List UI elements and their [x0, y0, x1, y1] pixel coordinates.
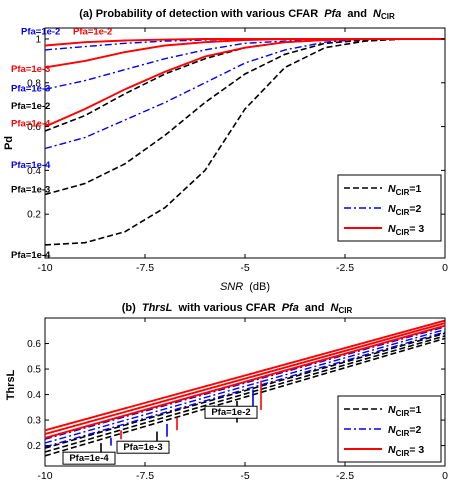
panel-a-series-line-8 [44, 38, 445, 47]
panel-a-annotation-1: Pfa=1e-2 [73, 27, 112, 38]
panel-a-ytick-label-3: 0.8 [27, 78, 41, 89]
panel-b-series-line-5 [44, 326, 446, 440]
panel-a-series-line-4 [44, 38, 445, 90]
panel-b-series-line-6 [44, 324, 446, 439]
panel-a-annotation-3: Pfa=1e-3 [11, 84, 50, 95]
panel-b-annotations: Pfa=1e-4 Pfa=1e-3 Pfa=1e-2 [62, 405, 258, 465]
panel-b-series-group [44, 319, 446, 457]
panel-a-annotation-4: Pfa=1e-2 [11, 101, 50, 112]
panel-b-legend-label-2: NCIR= 3 [388, 444, 424, 458]
panel-b: (b) ThrsL with various CFAR Pfa and NCIR… [5, 302, 448, 482]
panel-a-series-line-1 [44, 38, 445, 196]
panel-a-ytick-label-4: 1 [35, 34, 41, 45]
panel-b-xtick-label-0: -10 [37, 470, 52, 482]
panel-b-ticks: -10 -7.5 -5 -2.5 0 0.2 0.3 0.4 0.5 0.6 [27, 318, 448, 482]
panel-a-ylabel: Pd [3, 136, 15, 150]
panel-a-xtick-label-2: -5 [240, 262, 249, 274]
panel-b-annotation-0: Pfa=1e-4 [69, 453, 109, 464]
panel-a-ytick-label-0: 0.2 [27, 210, 41, 221]
panel-b-title-label: (b) [122, 302, 136, 314]
panel-a-annotation-2: Pfa=1e-3 [11, 64, 50, 75]
panel-b-xtick-label-1: -7.5 [136, 470, 154, 482]
panel-b-annotation-1: Pfa=1e-3 [123, 442, 162, 453]
panel-a-title-n: N [373, 8, 382, 20]
panel-a-annotation-8: Pfa=1e-4 [11, 250, 51, 261]
panel-a-xtick-label-0: -10 [37, 262, 52, 274]
panel-a-xtick-label-4: 0 [442, 262, 448, 274]
panel-b-title-pfa: Pfa [282, 302, 299, 314]
panel-a-xlabel-unit: (dB) [249, 281, 270, 293]
panel-b-ytick-label-0: 0.2 [27, 441, 41, 452]
panel-a-legend: NCIR=1 NCIR=2 NCIR= 3 [337, 174, 442, 242]
panel-a-xlabel: SNR (dB) [220, 281, 270, 293]
panel-b-annotation-2: Pfa=1e-2 [211, 407, 250, 418]
panel-a: (a) Probability of detection with variou… [3, 8, 448, 293]
panel-b-series-line-8 [44, 319, 446, 432]
panel-b-series-line-4 [44, 328, 446, 444]
panel-b-legend-entries: NCIR=1 NCIR=2 NCIR= 3 [344, 404, 424, 458]
panel-a-ytick-label-1: 0.4 [27, 166, 41, 177]
panel-b-title-and: and [305, 302, 325, 314]
panel-b-series-line-7 [44, 322, 446, 436]
panel-a-series-group [44, 38, 445, 246]
panel-b-xtick-label-3: -2.5 [336, 470, 354, 482]
panel-b-series-line-2 [44, 332, 446, 449]
panel-b-series-line-1 [44, 335, 446, 453]
panel-b-legend-label-0: NCIR=1 [388, 404, 422, 418]
panel-b-markers [100, 380, 262, 452]
panel-a-legend-label-2: NCIR= 3 [388, 223, 424, 237]
panel-b-legend-label-1: NCIR=2 [388, 424, 422, 438]
panel-b-ylabel: ThrsL [5, 369, 17, 400]
panel-a-ticks: -10 -7.5 -5 -2.5 0 0.2 0.4 0.6 0.8 1 [27, 28, 448, 274]
panel-b-title-sub: CIR [338, 306, 352, 315]
panel-b-series-line-3 [44, 331, 446, 448]
panel-a-series-line-3 [44, 38, 445, 150]
panel-a-xtick-label-1: -7.5 [136, 262, 154, 274]
panel-a-series-line-0 [44, 38, 445, 246]
panel-b-title-thrs: ThrsL [142, 302, 173, 314]
panel-b-xtick-label-2: -5 [240, 470, 249, 482]
panel-b-xtick-label-4: 0 [442, 470, 448, 482]
panel-a-legend-entries: NCIR=1 NCIR=2 NCIR= 3 [344, 183, 424, 237]
panel-b-ytick-label-2: 0.4 [27, 390, 41, 401]
panel-a-annotations: Pfa=1e-2 Pfa=1e-2 Pfa=1e-3 Pfa=1e-3 Pfa=1e-2… [11, 27, 112, 261]
panel-a-legend-label-0: NCIR=1 [388, 183, 422, 197]
panel-a-ytick-label-2: 0.6 [27, 122, 41, 133]
panel-a-annotation-5: Pfa=1e-4 [11, 119, 51, 130]
panel-a-title-main: (a) Probability of detection with variou… [79, 8, 318, 20]
panel-a-annotation-6: Pfa=1e-4 [11, 160, 51, 171]
panel-a-xlabel-main: SNR [220, 281, 243, 293]
panel-b-ytick-label-1: 0.3 [27, 416, 41, 427]
panel-b-annotation-box-0 [62, 451, 116, 465]
panel-a-annotation-7: Pfa=1e-3 [11, 184, 50, 195]
panel-b-ytick-label-4: 0.6 [27, 339, 41, 350]
panel-a-title-pfa: Pfa [324, 8, 341, 20]
panel-b-annotation-box-1 [116, 440, 170, 454]
panel-a-title-and: and [347, 8, 367, 20]
panel-b-ytick-label-3: 0.5 [27, 365, 41, 376]
panel-a-xtick-label-3: -2.5 [336, 262, 354, 274]
panel-a-title-sub: CIR [381, 12, 395, 21]
panel-b-annotation-box-2 [204, 405, 258, 419]
panel-a-legend-label-1: NCIR=2 [388, 203, 422, 217]
panel-b-legend: NCIR=1 NCIR=2 NCIR= 3 [337, 395, 442, 463]
panel-a-annotation-0: Pfa=1e-2 [21, 27, 60, 38]
panel-b-title-with: with various CFAR [177, 302, 275, 314]
panel-b-series-line-0 [44, 337, 446, 457]
panel-a-title: (a) Probability of detection with variou… [79, 8, 395, 21]
panel-b-title-n: N [331, 302, 340, 314]
panel-b-title: (b) ThrsL with various CFAR Pfa and NCIR [122, 302, 353, 315]
